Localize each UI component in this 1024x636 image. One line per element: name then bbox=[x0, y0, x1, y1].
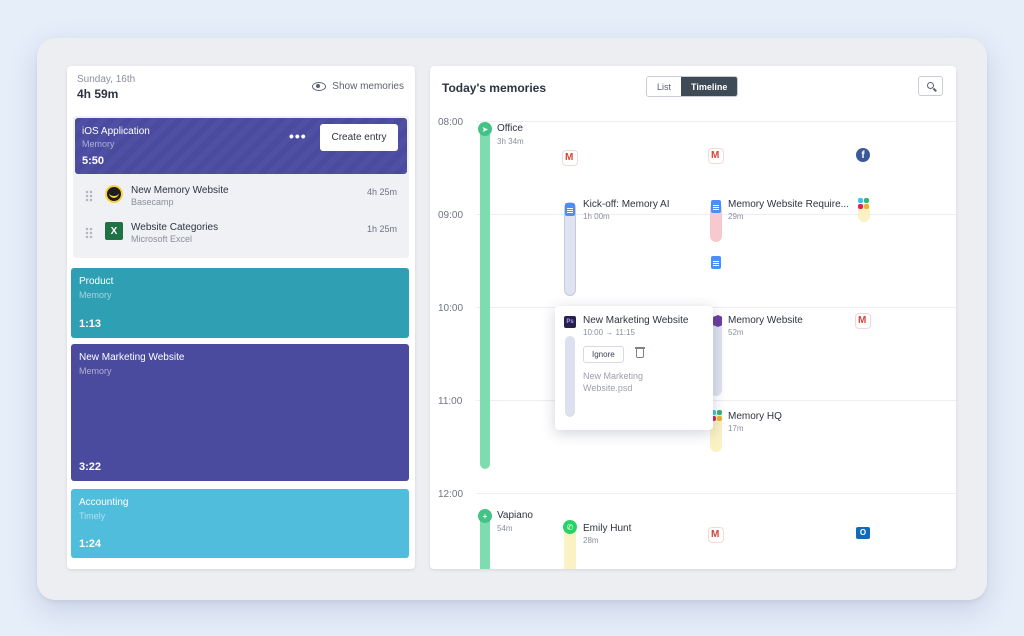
event-name: Memory Website bbox=[728, 315, 803, 326]
day-total: 4h 59m bbox=[77, 87, 119, 101]
event-duration: 54m bbox=[497, 524, 513, 533]
emily-duration-bar[interactable] bbox=[564, 526, 576, 569]
event-name: Memory HQ bbox=[728, 411, 782, 422]
event-duration: 29m bbox=[728, 212, 744, 221]
view-toggle: List Timeline bbox=[646, 76, 739, 97]
tab-list[interactable]: List bbox=[647, 77, 682, 96]
excel-icon: X bbox=[105, 222, 123, 240]
active-memory-subtitle: Memory bbox=[82, 139, 115, 149]
event-name: Office bbox=[497, 123, 523, 134]
memory-card-time: 1:13 bbox=[79, 318, 102, 330]
office-duration-bar[interactable] bbox=[480, 124, 490, 469]
search-button[interactable] bbox=[918, 76, 943, 96]
memory-website-duration-bar[interactable] bbox=[710, 316, 722, 396]
eye-icon bbox=[312, 82, 327, 91]
hour-label: 08:00 bbox=[438, 117, 464, 128]
hour-line bbox=[476, 493, 956, 494]
hour-label: 11:00 bbox=[438, 396, 463, 407]
event-duration: 3h 34m bbox=[497, 137, 524, 146]
active-memory-time: 5:50 bbox=[82, 155, 105, 167]
gmail-icon[interactable] bbox=[563, 151, 577, 165]
trash-icon[interactable] bbox=[635, 347, 645, 358]
drag-handle-icon[interactable] bbox=[85, 190, 93, 202]
more-options-icon[interactable]: ••• bbox=[289, 128, 307, 144]
drag-handle-icon[interactable] bbox=[85, 227, 93, 239]
event-duration: 1h 00m bbox=[583, 212, 610, 221]
memory-item[interactable]: X Website Categories Microsoft Excel 1h … bbox=[73, 221, 409, 257]
gmail-icon[interactable] bbox=[709, 149, 723, 163]
event-name: Kick-off: Memory AI bbox=[583, 199, 670, 210]
google-docs-icon bbox=[711, 200, 721, 213]
tab-timeline[interactable]: Timeline bbox=[681, 77, 738, 96]
popup-file-name: New Marketing Website.psd bbox=[583, 371, 644, 393]
outlook-icon[interactable]: O bbox=[856, 527, 870, 539]
active-memory-header[interactable]: iOS Application Memory 5:50 ••• Create e… bbox=[75, 118, 407, 174]
memory-card-new-marketing-website[interactable]: New Marketing Website Memory 3:22 bbox=[71, 344, 409, 481]
memory-card-subtitle: Memory bbox=[79, 366, 112, 376]
location-icon: + bbox=[478, 509, 492, 523]
memory-card-time: 1:24 bbox=[79, 538, 102, 550]
memory-item-duration: 1h 25m bbox=[366, 224, 397, 234]
memory-hq-duration-bar[interactable] bbox=[710, 412, 722, 452]
panel-title: Today's memories bbox=[442, 81, 547, 95]
memory-card-title: New Marketing Website bbox=[79, 352, 185, 363]
create-entry-button[interactable]: Create entry bbox=[320, 124, 398, 151]
vapiano-duration-bar[interactable] bbox=[480, 514, 490, 569]
memory-item-app: Basecamp bbox=[131, 197, 174, 207]
hour-line bbox=[476, 400, 956, 401]
memory-card-product[interactable]: Product Memory 1:13 bbox=[71, 268, 409, 338]
event-duration: 28m bbox=[583, 536, 599, 545]
photoshop-icon: Ps bbox=[564, 316, 576, 328]
show-memories-label: Show memories bbox=[332, 81, 404, 92]
memory-card-title: Product bbox=[79, 276, 114, 287]
event-detail-popup: Ps New Marketing Website 10:00 → 11:15 I… bbox=[555, 306, 713, 430]
active-memory-card[interactable]: iOS Application Memory 5:50 ••• Create e… bbox=[73, 116, 409, 258]
memory-card-subtitle: Memory bbox=[79, 290, 112, 300]
event-duration: 17m bbox=[728, 424, 744, 433]
show-memories-button[interactable]: Show memories bbox=[312, 81, 404, 92]
slack-icon bbox=[711, 410, 723, 422]
memory-card-time: 3:22 bbox=[79, 461, 102, 473]
event-name: Vapiano bbox=[497, 510, 533, 521]
memory-card-subtitle: Timely bbox=[79, 511, 106, 521]
todays-memories-panel: Today's memories List Timeline 08:00 09:… bbox=[430, 66, 956, 569]
visual-studio-icon bbox=[712, 315, 722, 327]
calendar-icon bbox=[565, 203, 575, 216]
basecamp-icon bbox=[105, 185, 123, 203]
hour-line bbox=[476, 121, 956, 122]
location-icon: ➤ bbox=[478, 122, 492, 136]
hour-label: 12:00 bbox=[438, 489, 464, 500]
gmail-icon[interactable] bbox=[856, 314, 870, 328]
memory-item-app: Microsoft Excel bbox=[131, 234, 193, 244]
memory-item-name: Website Categories bbox=[131, 222, 219, 233]
hour-label: 10:00 bbox=[438, 303, 464, 314]
kickoff-duration-bar[interactable] bbox=[564, 202, 576, 296]
event-duration: 52m bbox=[728, 328, 744, 337]
popup-event-name: New Marketing Website bbox=[583, 315, 689, 326]
event-name: Memory Website Require... bbox=[728, 199, 849, 210]
gmail-icon[interactable] bbox=[709, 528, 723, 542]
popup-event-time: 10:00 → 11:15 bbox=[583, 328, 635, 337]
memory-item-name: New Memory Website bbox=[131, 185, 229, 196]
slack-icon bbox=[858, 198, 870, 210]
active-memory-title: iOS Application bbox=[82, 126, 150, 137]
hour-line bbox=[476, 307, 956, 308]
day-summary-panel: Sunday, 16th 4h 59m Show memories iOS Ap… bbox=[67, 66, 415, 569]
ignore-button[interactable]: Ignore bbox=[583, 346, 624, 363]
google-docs-icon[interactable] bbox=[711, 256, 721, 269]
facebook-icon[interactable]: f bbox=[856, 148, 870, 162]
memory-card-accounting[interactable]: Accounting Timely 1:24 bbox=[71, 489, 409, 558]
whatsapp-icon: ✆ bbox=[563, 520, 577, 534]
memory-item[interactable]: New Memory Website Basecamp 4h 25m bbox=[73, 184, 409, 220]
memory-item-duration: 4h 25m bbox=[366, 187, 397, 197]
day-date: Sunday, 16th bbox=[77, 74, 136, 85]
memory-card-title: Accounting bbox=[79, 497, 129, 508]
event-name: Emily Hunt bbox=[583, 523, 632, 534]
hour-label: 09:00 bbox=[438, 210, 464, 221]
search-icon bbox=[927, 82, 934, 89]
